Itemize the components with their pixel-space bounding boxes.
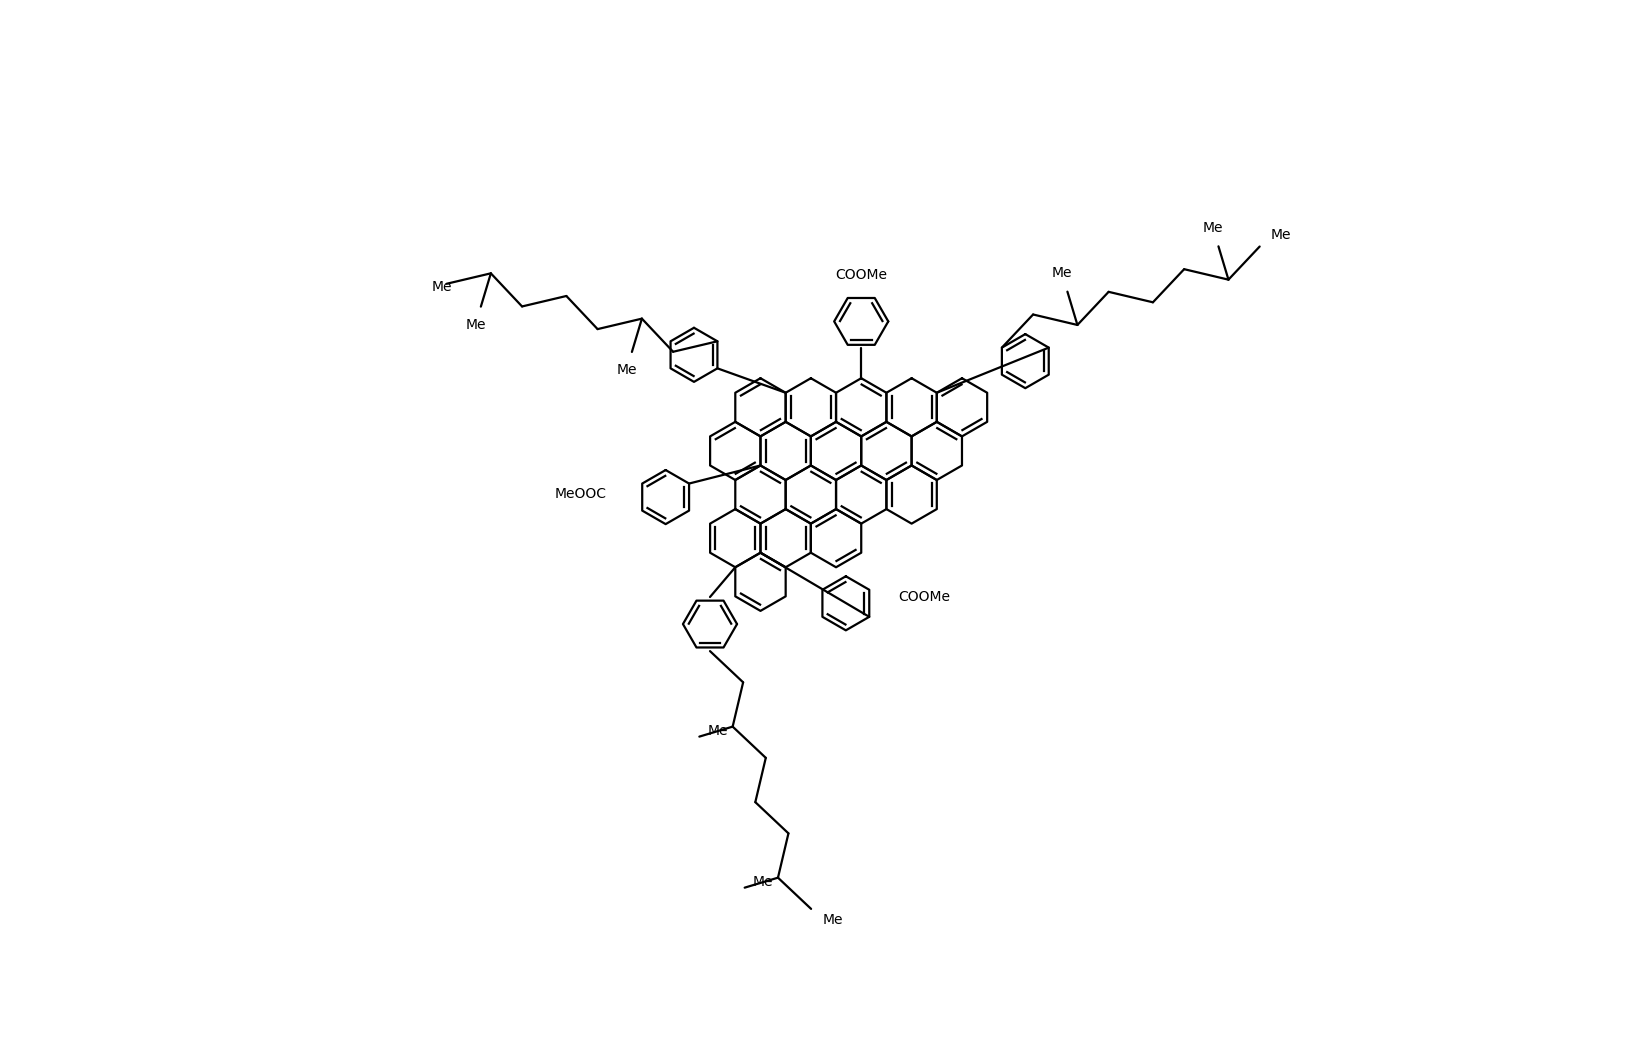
Text: Me: Me bbox=[464, 318, 486, 332]
Text: Me: Me bbox=[707, 724, 728, 738]
Text: Me: Me bbox=[1052, 267, 1072, 280]
Text: Me: Me bbox=[753, 876, 772, 889]
Text: Me: Me bbox=[1270, 228, 1291, 242]
Text: Me: Me bbox=[1202, 221, 1224, 235]
Text: Me: Me bbox=[822, 913, 843, 927]
Text: MeOOC: MeOOC bbox=[555, 487, 608, 501]
Text: COOMe: COOMe bbox=[898, 590, 950, 604]
Text: Me: Me bbox=[616, 363, 637, 378]
Text: Me: Me bbox=[432, 280, 451, 294]
Text: COOMe: COOMe bbox=[835, 269, 888, 282]
